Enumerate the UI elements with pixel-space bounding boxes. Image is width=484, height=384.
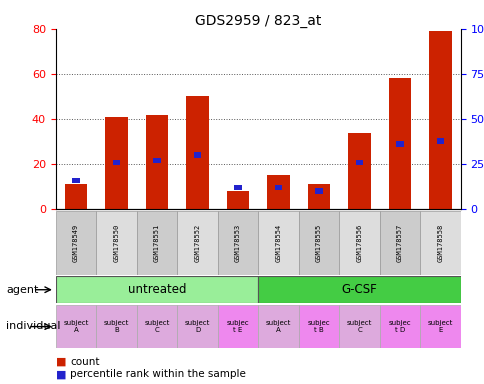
Bar bbox=[307, 184, 330, 209]
Text: agent: agent bbox=[6, 285, 39, 295]
Bar bbox=[96, 211, 136, 275]
Bar bbox=[177, 305, 217, 348]
Bar bbox=[258, 276, 460, 303]
Bar bbox=[348, 132, 370, 209]
Text: GSM178549: GSM178549 bbox=[73, 224, 79, 262]
Bar bbox=[267, 175, 289, 209]
Text: subjec
t B: subjec t B bbox=[307, 319, 330, 333]
Bar bbox=[234, 185, 241, 190]
Text: ■: ■ bbox=[56, 369, 66, 379]
Text: subject
B: subject B bbox=[104, 319, 129, 333]
Bar bbox=[105, 117, 127, 209]
Text: G-CSF: G-CSF bbox=[341, 283, 377, 296]
Bar bbox=[274, 185, 282, 190]
Bar bbox=[339, 305, 379, 348]
Text: subjec
t D: subjec t D bbox=[388, 319, 410, 333]
Bar bbox=[379, 211, 420, 275]
Text: GSM178558: GSM178558 bbox=[437, 224, 442, 262]
Bar bbox=[186, 96, 208, 209]
Bar bbox=[339, 211, 379, 275]
Text: GSM178557: GSM178557 bbox=[396, 224, 402, 262]
Text: GSM178555: GSM178555 bbox=[316, 224, 321, 262]
Bar bbox=[355, 159, 363, 165]
Title: GDS2959 / 823_at: GDS2959 / 823_at bbox=[195, 14, 321, 28]
Bar bbox=[136, 211, 177, 275]
Text: individual: individual bbox=[6, 321, 60, 331]
Text: GSM178552: GSM178552 bbox=[194, 224, 200, 262]
Text: subject
C: subject C bbox=[144, 319, 169, 333]
Bar bbox=[428, 31, 451, 209]
Bar bbox=[436, 138, 443, 144]
Bar bbox=[395, 141, 403, 147]
Text: GSM178551: GSM178551 bbox=[154, 224, 160, 262]
Bar bbox=[56, 305, 96, 348]
Bar bbox=[217, 211, 258, 275]
Text: subject
E: subject E bbox=[427, 319, 452, 333]
Text: subject
A: subject A bbox=[63, 319, 89, 333]
Text: subject
A: subject A bbox=[265, 319, 290, 333]
Bar bbox=[146, 114, 168, 209]
Text: GSM178554: GSM178554 bbox=[275, 224, 281, 262]
Text: count: count bbox=[70, 357, 100, 367]
Text: percentile rank within the sample: percentile rank within the sample bbox=[70, 369, 246, 379]
Bar bbox=[96, 305, 136, 348]
Bar bbox=[379, 305, 420, 348]
Bar bbox=[388, 78, 410, 209]
Bar bbox=[217, 305, 258, 348]
Bar bbox=[72, 177, 79, 183]
Bar bbox=[227, 191, 249, 209]
Bar bbox=[113, 159, 120, 165]
Text: GSM178556: GSM178556 bbox=[356, 224, 362, 262]
Bar bbox=[298, 211, 339, 275]
Bar bbox=[56, 211, 96, 275]
Bar bbox=[315, 189, 322, 194]
Bar bbox=[298, 305, 339, 348]
Text: untreated: untreated bbox=[127, 283, 186, 296]
Bar bbox=[419, 211, 460, 275]
Text: subject
D: subject D bbox=[184, 319, 210, 333]
Bar bbox=[194, 152, 201, 158]
Bar bbox=[258, 305, 298, 348]
Text: ■: ■ bbox=[56, 357, 66, 367]
Bar bbox=[177, 211, 217, 275]
Text: GSM178553: GSM178553 bbox=[235, 224, 241, 262]
Bar bbox=[56, 276, 258, 303]
Bar bbox=[136, 305, 177, 348]
Bar bbox=[258, 211, 298, 275]
Bar bbox=[419, 305, 460, 348]
Bar bbox=[153, 158, 160, 163]
Text: subjec
t E: subjec t E bbox=[226, 319, 249, 333]
Text: subject
C: subject C bbox=[346, 319, 371, 333]
Bar bbox=[65, 184, 87, 209]
Text: GSM178550: GSM178550 bbox=[113, 224, 119, 262]
